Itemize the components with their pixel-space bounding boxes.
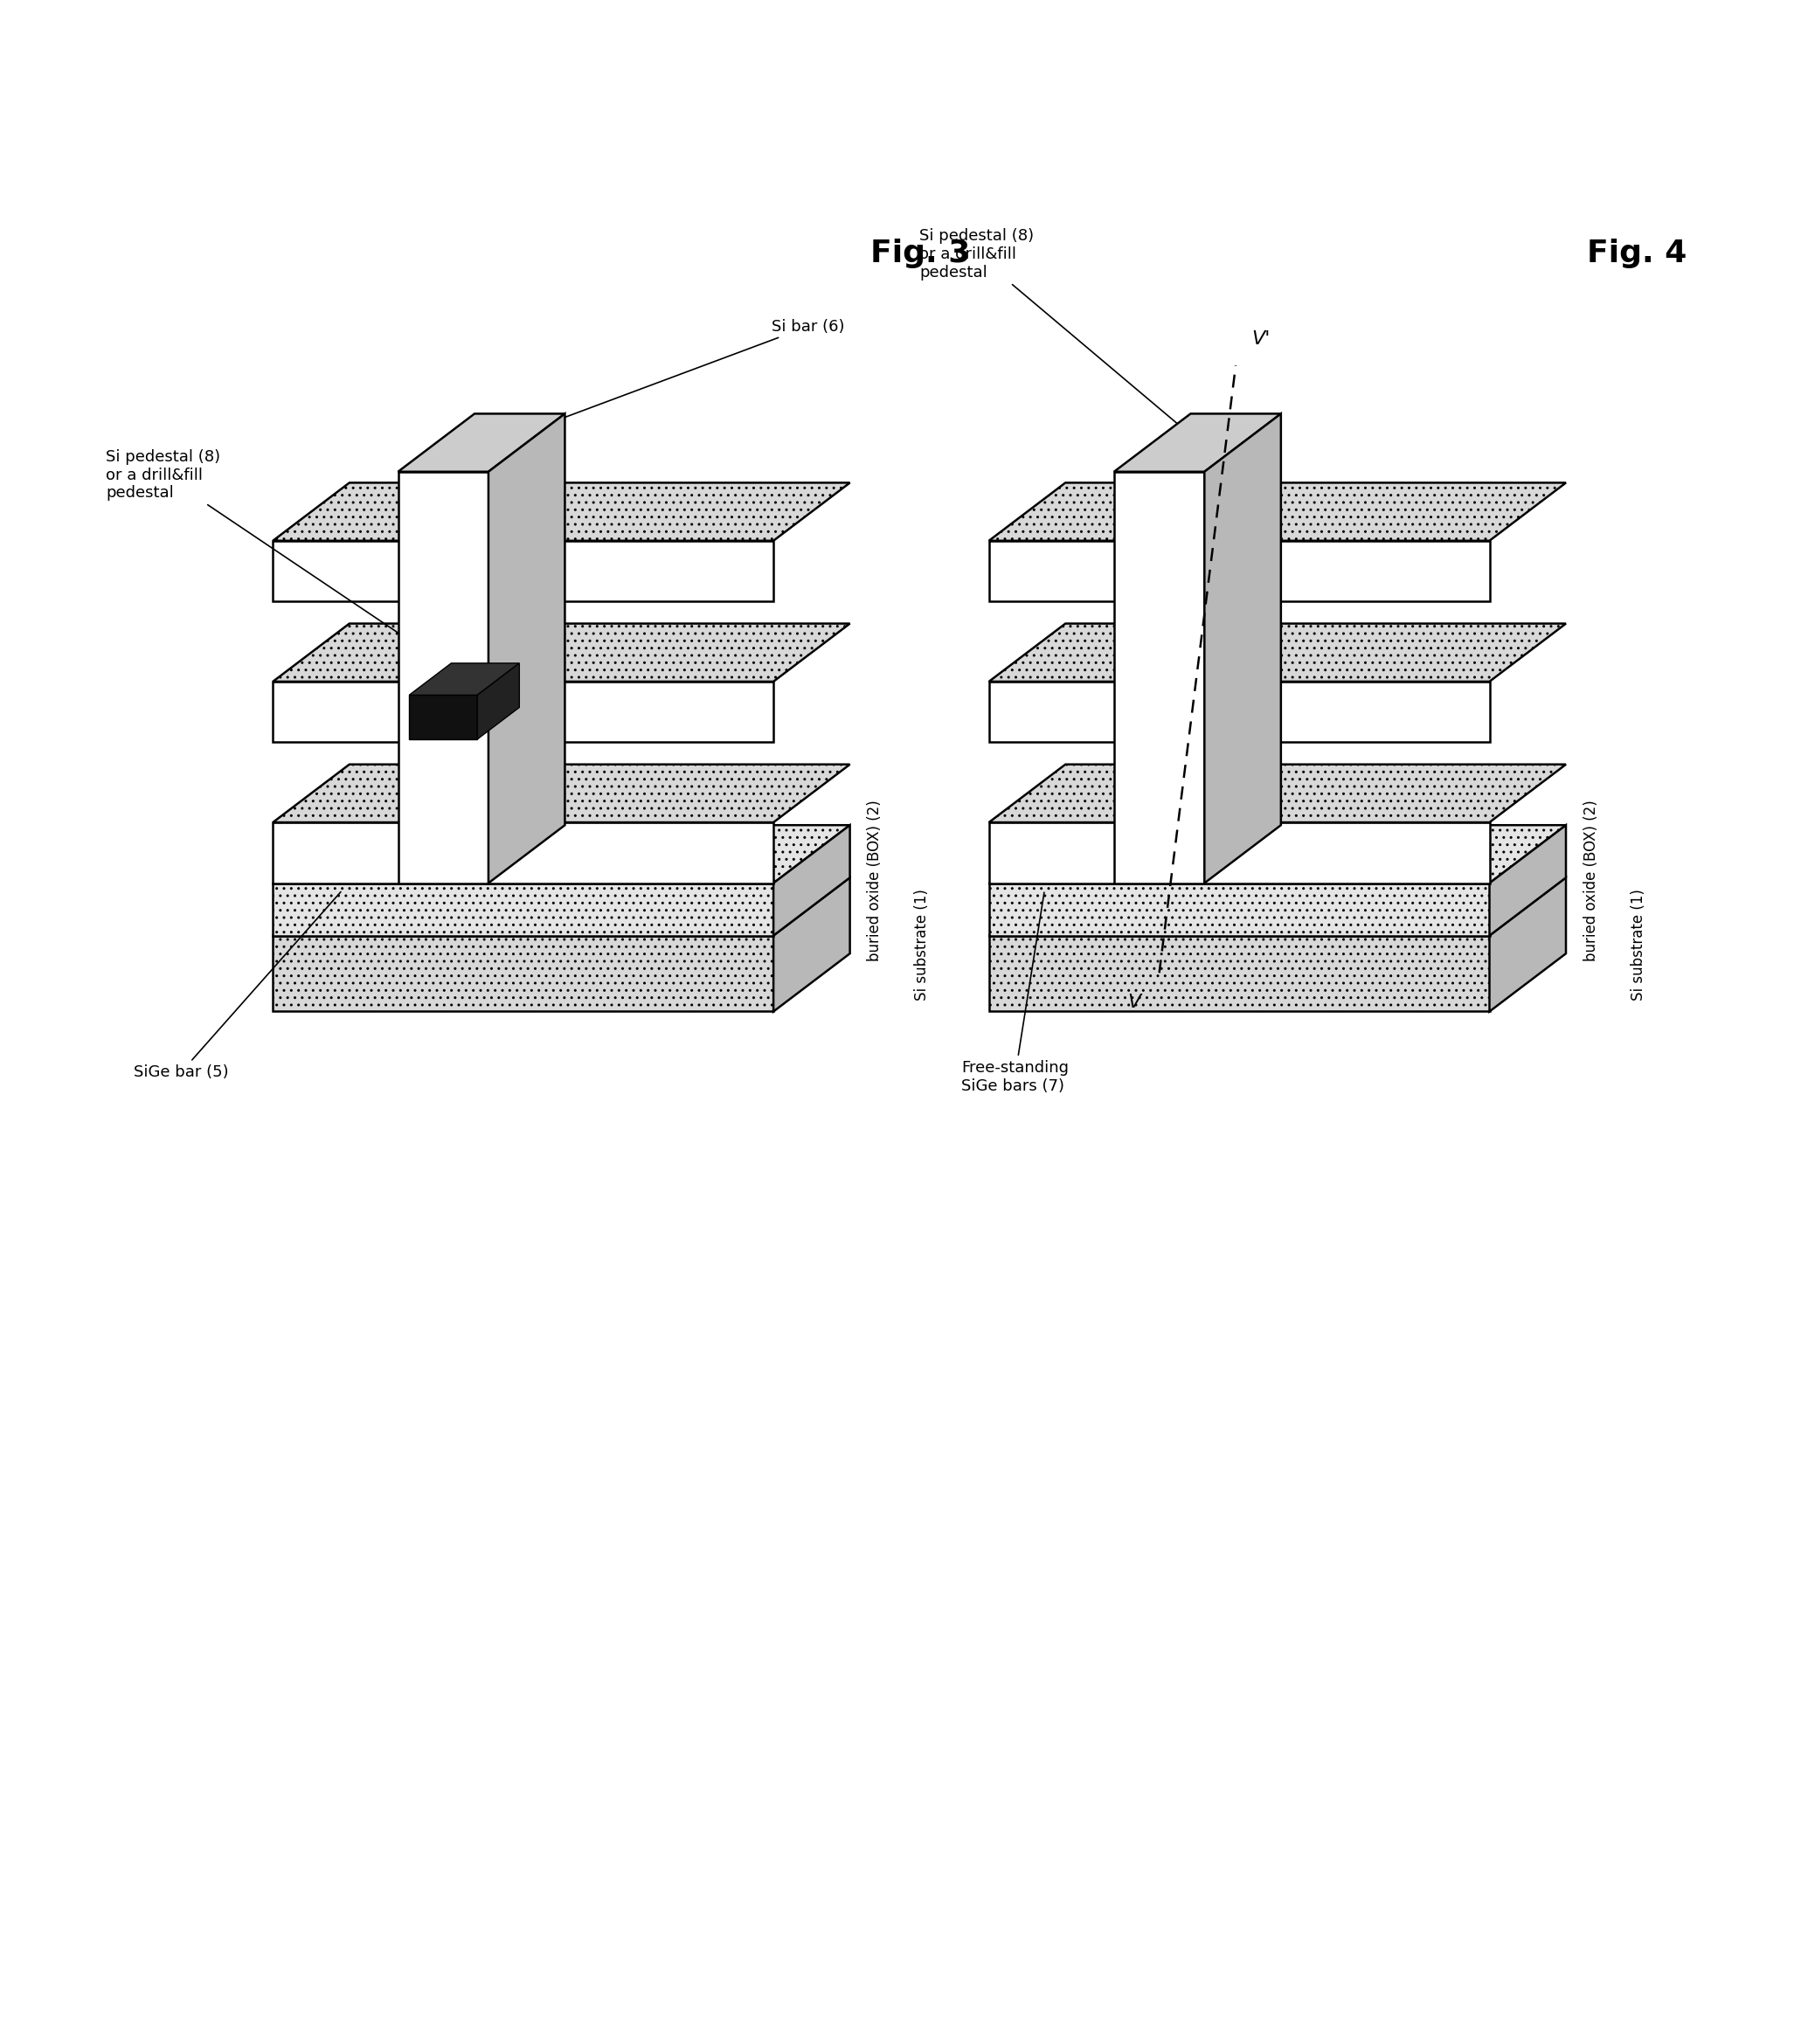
- Polygon shape: [477, 662, 518, 740]
- Polygon shape: [988, 822, 1489, 883]
- Polygon shape: [273, 822, 773, 883]
- Polygon shape: [398, 472, 488, 883]
- Text: Si substrate (1): Si substrate (1): [1631, 889, 1647, 1000]
- Polygon shape: [398, 413, 565, 472]
- Polygon shape: [773, 826, 850, 936]
- Text: V: V: [1128, 993, 1141, 1012]
- Polygon shape: [273, 623, 850, 681]
- Polygon shape: [988, 623, 1566, 681]
- Polygon shape: [773, 877, 850, 1012]
- Text: Fig. 3: Fig. 3: [870, 239, 971, 268]
- Polygon shape: [988, 883, 1489, 936]
- Text: buried oxide (BOX) (2): buried oxide (BOX) (2): [1582, 799, 1598, 961]
- Polygon shape: [273, 936, 773, 1012]
- Polygon shape: [1114, 413, 1281, 472]
- Text: Si pedestal (8)
or a drill&fill
pedestal: Si pedestal (8) or a drill&fill pedestal: [106, 450, 441, 662]
- Polygon shape: [1489, 877, 1566, 1012]
- Polygon shape: [409, 695, 477, 740]
- Text: Si pedestal (8)
or a drill&fill
pedestal: Si pedestal (8) or a drill&fill pedestal: [920, 229, 1182, 427]
- Polygon shape: [409, 662, 518, 695]
- Polygon shape: [1114, 472, 1204, 883]
- Polygon shape: [988, 542, 1489, 601]
- Polygon shape: [273, 482, 850, 542]
- Polygon shape: [988, 936, 1489, 1012]
- Text: V': V': [1252, 331, 1270, 347]
- Polygon shape: [273, 681, 773, 742]
- Polygon shape: [273, 542, 773, 601]
- Text: Si substrate (1): Si substrate (1): [915, 889, 929, 1000]
- Polygon shape: [488, 413, 565, 883]
- Polygon shape: [273, 883, 773, 936]
- Polygon shape: [988, 764, 1566, 822]
- Polygon shape: [988, 681, 1489, 742]
- Polygon shape: [988, 877, 1566, 936]
- Polygon shape: [988, 826, 1566, 883]
- Polygon shape: [1204, 413, 1281, 883]
- Text: SiGe bar (5): SiGe bar (5): [135, 891, 341, 1079]
- Text: buried oxide (BOX) (2): buried oxide (BOX) (2): [867, 799, 883, 961]
- Polygon shape: [273, 826, 850, 883]
- Text: Si bar (6): Si bar (6): [499, 319, 845, 442]
- Text: Free-standing
SiGe bars (7): Free-standing SiGe bars (7): [962, 893, 1069, 1094]
- Polygon shape: [273, 877, 850, 936]
- Polygon shape: [1489, 826, 1566, 936]
- Polygon shape: [988, 482, 1566, 542]
- Text: Fig. 4: Fig. 4: [1588, 239, 1686, 268]
- Polygon shape: [273, 764, 850, 822]
